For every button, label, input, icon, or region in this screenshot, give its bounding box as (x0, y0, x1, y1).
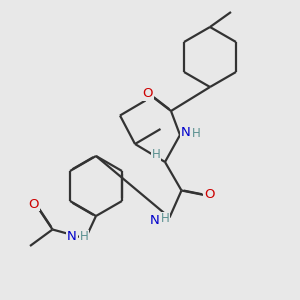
Text: O: O (143, 87, 153, 100)
Text: O: O (29, 197, 39, 211)
Text: H: H (80, 230, 88, 244)
Text: H: H (152, 148, 160, 161)
Text: N: N (67, 230, 77, 244)
Text: H: H (160, 212, 169, 226)
Text: N: N (150, 214, 159, 227)
Text: N: N (181, 125, 190, 139)
Text: H: H (192, 127, 201, 140)
Text: O: O (204, 188, 215, 202)
